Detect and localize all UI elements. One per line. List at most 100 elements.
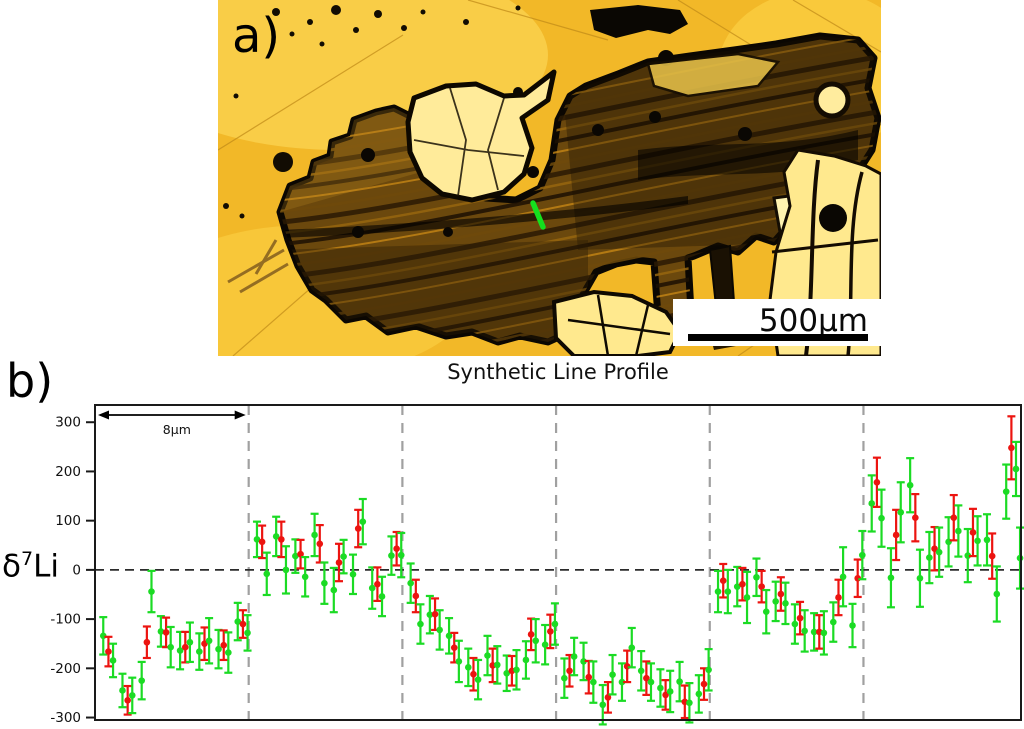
data-point-green [368,566,377,610]
y-tick-label: 300 [55,415,81,431]
scale-arrow-head-right [234,410,246,420]
data-point-red [1007,415,1016,481]
panel-b-label: b) [6,354,54,408]
scale-annotation-label: 8μm [163,422,191,437]
data-point-red [181,630,190,664]
line-profile-chart: 300 200 100 0 -100 -200 -300 8μm [0,358,1024,729]
data-point-green [195,632,204,671]
data-point-green [128,676,137,715]
data-point-red [623,649,632,684]
ylabel-sup: 7 [20,548,34,570]
data-point-red [527,617,536,652]
data-point-red [546,613,555,650]
data-point-red [565,653,574,688]
data-point-green [339,538,348,575]
data-point-green [839,546,848,608]
data-point-red [776,576,785,612]
data-point-red [277,520,286,559]
data-point-green [502,654,511,693]
ylabel-delta: δ [2,548,21,585]
scale-bar-label: 500μm [759,303,868,339]
data-point-red [296,538,305,570]
data-point-red [123,684,132,716]
data-point-green [973,515,982,567]
data-point-green [589,660,598,704]
needle-inclusions [227,239,289,294]
data-point-red [872,456,881,508]
data-point-green [406,562,415,604]
chart-title: Synthetic Line Profile [447,360,669,384]
data-point-green [723,568,732,615]
data-point-green [358,497,367,546]
scale-bar: 500μm [673,299,881,346]
data-point-green [214,628,223,670]
data-point-green [656,668,665,708]
data-point-green [886,547,895,609]
y-tick-label: -100 [50,612,81,628]
data-point-red [258,524,267,560]
data-point-green [521,640,530,680]
data-point-green [646,662,655,702]
data-point-green [512,649,521,691]
data-point-red [315,523,324,564]
data-point-green [397,531,406,579]
data-point-green [915,548,924,608]
data-point-red [949,493,958,542]
data-point-green [666,669,675,714]
data-point-green [762,588,771,635]
data-point-green [627,626,636,669]
data-point-green [493,645,502,685]
data-point-green [541,623,550,666]
data-point-green [560,657,569,699]
data-point-green [137,660,146,701]
data-point-red [334,542,343,583]
data-point-green [185,621,194,664]
data-point-green [550,602,559,646]
data-point-green [310,512,319,558]
data-point-green [790,603,799,645]
upper-right-light-patch [646,52,781,98]
data-point-red [968,507,977,558]
data-point-green [1002,463,1011,520]
data-point-green [992,565,1001,623]
top-right-opaque-blob [590,5,688,38]
data-point-green [1012,440,1021,498]
data-point-green [925,530,934,585]
data-point-green [416,603,425,645]
data-point-red [757,569,766,604]
data-point-green [252,520,261,559]
data-point-green [474,658,483,701]
data-point-red [738,566,747,602]
data-point-green [329,566,338,614]
y-axis-label: δ7Li [2,548,59,584]
data-point-green [570,636,579,677]
data-point-red [104,635,113,668]
fragment-cracks [567,294,671,356]
data-point-red [142,625,151,660]
data-point-green [435,609,444,651]
data-point-green [867,474,876,533]
data-point-red [930,525,939,572]
data-point-green [272,515,281,558]
data-point-green [982,513,991,567]
plot-svg: 300 200 100 0 -100 -200 -300 8μm [50,404,1024,726]
data-point-red [219,629,228,662]
data-point-green [147,569,156,614]
data-point-green [819,610,828,656]
data-point-red [373,566,382,602]
data-point-green [829,601,838,643]
data-point-green [445,617,454,655]
data-point-red [162,616,171,649]
data-point-green [109,642,118,679]
data-point-green [685,681,694,724]
data-point-red [354,508,363,549]
ylabel-element: Li [33,548,59,585]
data-point-green [598,683,607,726]
data-point-green [281,545,290,595]
data-point-green [637,649,646,692]
scale-arrow-head-left [98,410,109,420]
data-point-red [796,600,805,636]
data-point-green [349,553,358,596]
data-point-red [988,532,997,580]
data-point-red [584,659,593,695]
